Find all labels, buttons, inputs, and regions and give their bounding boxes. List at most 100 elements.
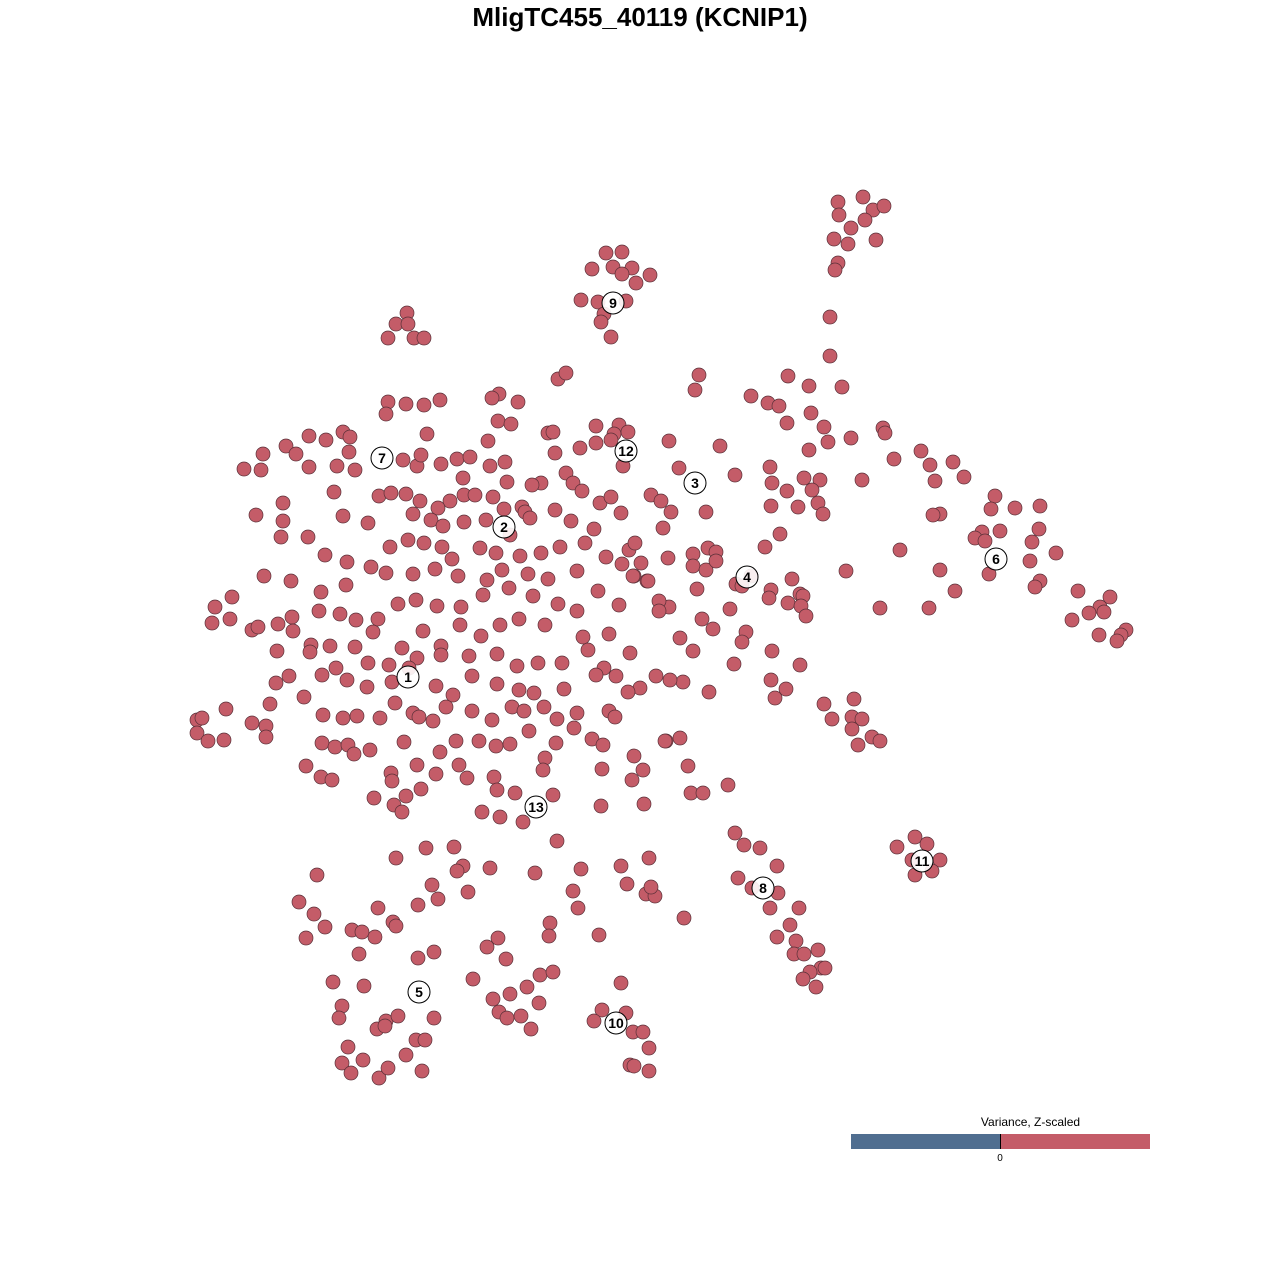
data-point (554, 655, 570, 671)
data-point (643, 879, 659, 895)
data-point (498, 951, 514, 967)
data-point (388, 918, 404, 934)
cluster-label-text: 5 (415, 984, 423, 1000)
data-point (343, 1065, 359, 1081)
data-point (409, 650, 425, 666)
data-point (857, 212, 873, 228)
data-point (730, 870, 746, 886)
data-point (451, 757, 467, 773)
data-point (708, 553, 724, 569)
data-point (788, 933, 804, 949)
data-point (378, 406, 394, 422)
data-point (598, 549, 614, 565)
data-point (648, 668, 664, 684)
data-point (515, 814, 531, 830)
data-point (626, 1058, 642, 1074)
data-point (363, 559, 379, 575)
data-point (556, 681, 572, 697)
data-point (633, 555, 649, 571)
data-point (478, 512, 494, 528)
data-point (273, 529, 289, 545)
data-point (365, 624, 381, 640)
data-point (641, 850, 657, 866)
data-point (236, 461, 252, 477)
data-point (301, 459, 317, 475)
data-point (613, 505, 629, 521)
data-point (270, 616, 286, 632)
data-point (872, 600, 888, 616)
data-point (653, 493, 669, 509)
data-point (815, 506, 831, 522)
data-point (641, 1063, 657, 1079)
data-point (325, 974, 341, 990)
cluster-label-circle (751, 876, 775, 900)
data-point (341, 444, 357, 460)
data-point (790, 499, 806, 515)
data-point (698, 504, 714, 520)
data-point (396, 734, 412, 750)
data-point (734, 634, 750, 650)
data-point (627, 535, 643, 551)
cluster-label-7: 7 (370, 446, 394, 470)
data-point (570, 900, 586, 916)
data-point (427, 561, 443, 577)
cluster-label-text: 10 (608, 1015, 624, 1031)
data-point (492, 617, 508, 633)
data-point (387, 695, 403, 711)
data-point (698, 562, 714, 578)
cluster-label-text: 2 (500, 519, 508, 535)
data-point (657, 733, 673, 749)
data-point (549, 833, 565, 849)
data-point (685, 558, 701, 574)
data-point (410, 950, 426, 966)
data-point (588, 435, 604, 451)
data-point (435, 518, 451, 534)
data-point (907, 829, 923, 845)
data-point (291, 894, 307, 910)
data-point (222, 611, 238, 627)
data-point (218, 701, 234, 717)
data-point (426, 1010, 442, 1026)
data-point (519, 979, 535, 995)
cluster-label-11: 11 (910, 849, 934, 873)
data-point (410, 897, 426, 913)
data-point (485, 489, 501, 505)
data-point (351, 946, 367, 962)
data-point (390, 596, 406, 612)
data-point (595, 737, 611, 753)
data-point (371, 1070, 387, 1086)
data-point (488, 738, 504, 754)
cluster-label-circle (396, 665, 420, 689)
data-point (593, 314, 609, 330)
data-point (501, 580, 517, 596)
data-point (603, 329, 619, 345)
data-point (372, 710, 388, 726)
data-point (594, 761, 610, 777)
data-point (349, 708, 365, 724)
data-point (494, 562, 510, 578)
data-point (626, 748, 642, 764)
cluster-label-text: 6 (992, 551, 1000, 567)
data-point (791, 900, 807, 916)
cluster-label-circle (910, 849, 934, 873)
data-point (624, 772, 640, 788)
data-point (360, 515, 376, 531)
data-point (663, 504, 679, 520)
cluster-label-5: 5 (407, 980, 431, 1004)
data-point (511, 611, 527, 627)
data-point (1022, 553, 1038, 569)
data-point (876, 198, 892, 214)
data-point (816, 419, 832, 435)
data-point (636, 796, 652, 812)
data-point (398, 1047, 414, 1063)
data-point (455, 470, 471, 486)
data-point (977, 533, 993, 549)
data-point (530, 655, 546, 671)
cluster-label-12: 12 (614, 439, 638, 463)
data-point (726, 656, 742, 672)
data-point (763, 498, 779, 514)
data-point (283, 573, 299, 589)
data-point (1007, 500, 1023, 516)
data-point (1064, 612, 1080, 628)
data-point (412, 493, 428, 509)
